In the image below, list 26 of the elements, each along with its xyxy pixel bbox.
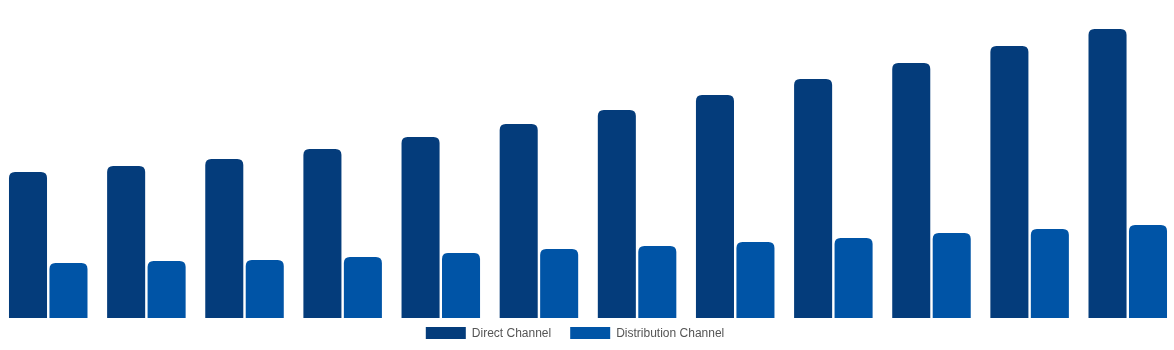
- bar: [1128, 224, 1168, 318]
- bar: [1030, 228, 1069, 318]
- bar: [205, 159, 244, 318]
- bar: [834, 237, 873, 318]
- bar: [401, 137, 440, 318]
- bar: [990, 46, 1029, 318]
- bar: [1088, 29, 1127, 318]
- bar: [597, 109, 636, 318]
- bar: [695, 94, 734, 318]
- bar: [147, 261, 186, 318]
- bar: [107, 165, 146, 318]
- bar: [303, 148, 342, 318]
- legend-label: Distribution Channel: [616, 326, 725, 340]
- bar: [442, 252, 481, 318]
- bar: [343, 257, 382, 318]
- bar: [8, 172, 48, 318]
- bar: [638, 246, 677, 318]
- bar: [245, 259, 284, 318]
- bar: [540, 248, 579, 318]
- bar: [932, 233, 971, 318]
- bar: [736, 241, 775, 318]
- bar: [49, 263, 88, 318]
- bar: [794, 79, 833, 318]
- bar: [499, 124, 538, 318]
- legend-label: Direct Channel: [471, 326, 552, 340]
- bar: [892, 63, 931, 318]
